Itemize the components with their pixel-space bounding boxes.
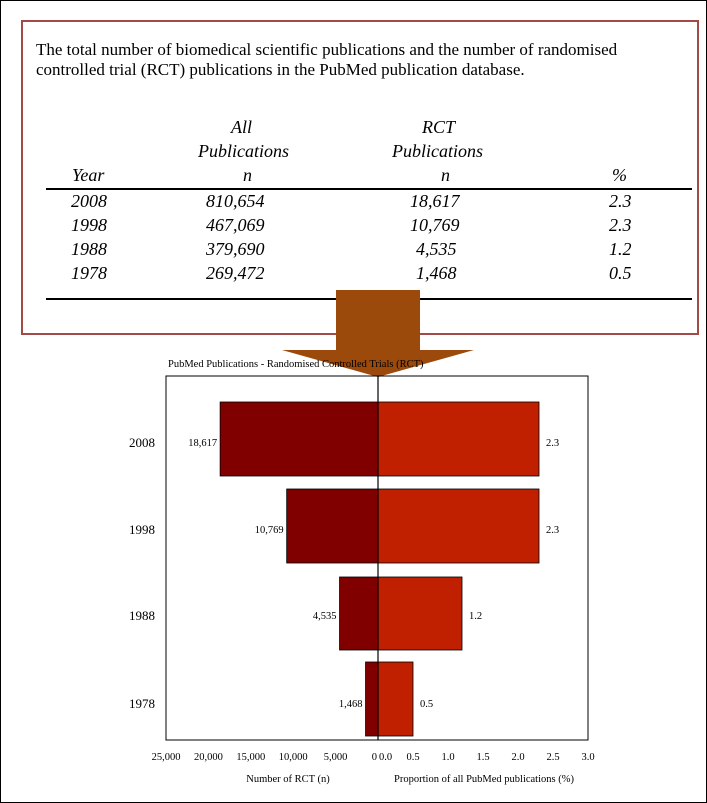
row-1988-rct: 4,535: [416, 239, 457, 259]
bar-rct-1978: [365, 661, 379, 737]
bar-proportion-1998: [377, 488, 540, 564]
row-1978-all: 269,472: [206, 263, 265, 283]
header-pct: %: [612, 165, 627, 185]
left-axis-title: Number of RCT (n): [246, 774, 330, 785]
bar-proportion-2008: [377, 401, 540, 477]
category-label-2008: 2008: [129, 435, 155, 450]
row-2008-year: 2008: [71, 191, 107, 211]
chart-title: PubMed Publications - Randomised Control…: [168, 359, 424, 370]
left-tick-label: 0: [372, 752, 377, 763]
row-1978-year: 1978: [71, 263, 107, 283]
row-1988-year: 1988: [71, 239, 107, 259]
left-tick-label: 10,000: [279, 752, 308, 763]
left-tick-label: 5,000: [324, 752, 348, 763]
row-1998-all: 467,069: [206, 215, 265, 235]
header-rct-line2: Publications: [392, 141, 483, 161]
right-tick-label: 1.5: [476, 752, 489, 763]
data-label-rct-2008: 18,617: [188, 438, 217, 449]
data-label-rct-1988: 4,535: [313, 611, 337, 622]
data-label-rct-1998: 10,769: [255, 525, 284, 536]
header-all-line1: All: [231, 117, 252, 137]
header-rct-n: n: [441, 165, 450, 185]
data-label-rct-1978: 1,468: [339, 699, 363, 710]
table-caption: The total number of biomedical scientifi…: [36, 40, 618, 79]
row-1998-pct: 2.3: [609, 215, 632, 235]
left-tick-label: 15,000: [236, 752, 265, 763]
row-1998-year: 1998: [71, 215, 107, 235]
right-axis-title: Proportion of all PubMed publications (%…: [394, 774, 574, 785]
header-all-n: n: [243, 165, 252, 185]
row-2008-pct: 2.3: [609, 191, 632, 211]
category-label-1978: 1978: [129, 696, 155, 711]
data-label-proportion-1978: 0.5: [420, 699, 433, 710]
row-2008-rct: 18,617: [410, 191, 460, 211]
row-2008-all: 810,654: [206, 191, 265, 211]
header-year: Year: [72, 165, 105, 185]
header-rct-line1: RCT: [422, 117, 456, 137]
right-tick-label: 1.0: [441, 752, 454, 763]
bar-rct-1998: [286, 488, 379, 564]
row-1978-rct: 1,468: [416, 263, 457, 283]
row-1988-all: 379,690: [206, 239, 265, 259]
left-tick-label: 20,000: [194, 752, 223, 763]
data-label-proportion-2008: 2.3: [546, 438, 559, 449]
bar-proportion-1978: [377, 661, 414, 737]
category-label-1998: 1998: [129, 522, 155, 537]
row-1978-pct: 0.5: [609, 263, 632, 283]
header-all-line2: Publications: [198, 141, 289, 161]
right-tick-label: 0.5: [406, 752, 419, 763]
row-1998-rct: 10,769: [410, 215, 460, 235]
right-tick-label: 3.0: [581, 752, 594, 763]
right-tick-label: 2.5: [546, 752, 559, 763]
right-tick-label: 2.0: [511, 752, 524, 763]
table-header-rule: [46, 188, 692, 190]
left-tick-label: 25,000: [152, 752, 181, 763]
plot-frame: [165, 375, 589, 741]
bar-rct-2008: [219, 401, 379, 477]
bar-rct-1988: [339, 576, 379, 651]
data-label-proportion-1998: 2.3: [546, 525, 559, 536]
data-label-proportion-1988: 1.2: [469, 611, 482, 622]
category-label-1988: 1988: [129, 608, 155, 623]
bar-proportion-1988: [377, 576, 463, 651]
row-1988-pct: 1.2: [609, 239, 632, 259]
right-tick-label: 0.0: [379, 752, 392, 763]
